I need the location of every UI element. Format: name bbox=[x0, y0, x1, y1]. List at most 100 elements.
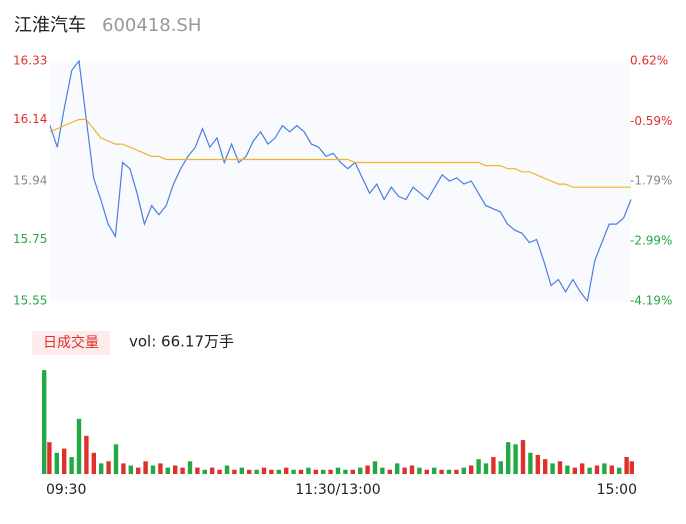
x-tick-label: 15:00 bbox=[597, 482, 637, 498]
volume-bar bbox=[284, 467, 289, 474]
volume-bar bbox=[602, 463, 607, 474]
volume-bar bbox=[136, 467, 141, 474]
volume-bar bbox=[476, 459, 481, 474]
volume-bar bbox=[439, 469, 444, 474]
volume-bar bbox=[91, 452, 96, 474]
volume-bar bbox=[629, 461, 634, 474]
volume-bar bbox=[535, 454, 540, 474]
volume-bar bbox=[417, 467, 422, 474]
volume-bar bbox=[76, 418, 82, 474]
volume-bar bbox=[291, 469, 296, 474]
x-tick-label: 09:30 bbox=[46, 482, 86, 498]
volume-bar bbox=[210, 467, 215, 474]
price-line bbox=[49, 118, 631, 188]
volume-bar bbox=[328, 469, 333, 474]
volume-bar bbox=[469, 465, 474, 474]
volume-bar bbox=[173, 465, 178, 474]
volume-bar bbox=[565, 465, 570, 474]
volume-bar bbox=[113, 444, 119, 474]
volume-bar bbox=[358, 467, 363, 474]
x-tick-label: 11:30/13:00 bbox=[295, 482, 380, 498]
volume-bar bbox=[446, 469, 452, 474]
volume-bar bbox=[158, 463, 163, 474]
volume-bar bbox=[276, 469, 281, 474]
volume-bar bbox=[587, 467, 592, 474]
y-tick-label: 16.14 bbox=[13, 112, 47, 126]
volume-bar bbox=[387, 469, 392, 474]
volume-bar bbox=[498, 461, 503, 474]
volume-bar bbox=[335, 467, 341, 474]
volume-bar bbox=[232, 469, 237, 474]
y2-tick-label: -1.79% bbox=[630, 174, 672, 188]
y2-tick-label: 0.62% bbox=[630, 54, 668, 68]
volume-bar bbox=[528, 452, 533, 474]
volume-bar bbox=[520, 440, 526, 474]
volume-bar bbox=[402, 467, 407, 474]
volume-bar bbox=[506, 442, 511, 474]
volume-bar bbox=[543, 459, 548, 474]
volume-bar bbox=[165, 467, 170, 474]
volume-label: 日成交量 bbox=[43, 334, 99, 351]
volume-bar bbox=[298, 469, 304, 474]
price-line bbox=[49, 59, 632, 303]
volume-bar bbox=[128, 465, 133, 474]
volume-bar bbox=[195, 467, 200, 474]
volume-bar bbox=[217, 469, 222, 474]
y-tick-label: 16.33 bbox=[13, 54, 47, 68]
volume-bar bbox=[624, 457, 629, 474]
volume-bar bbox=[143, 461, 148, 474]
volume-bar bbox=[609, 465, 614, 474]
volume-bar bbox=[306, 467, 311, 474]
volume-bar bbox=[261, 467, 267, 474]
volume-bar bbox=[99, 463, 104, 474]
volume-bar bbox=[42, 370, 47, 474]
volume-bar bbox=[409, 465, 415, 474]
volume-bar bbox=[550, 463, 555, 474]
volume-bar bbox=[269, 469, 274, 474]
volume-bar bbox=[350, 469, 355, 474]
volume-bar bbox=[254, 469, 259, 474]
volume-label-bg bbox=[32, 331, 110, 355]
volume-bar bbox=[380, 467, 385, 474]
volume-bar bbox=[572, 467, 577, 474]
volume-bar bbox=[47, 442, 52, 474]
stock-code: 600418.SH bbox=[102, 15, 201, 36]
volume-bar bbox=[454, 469, 459, 474]
y2-tick-label: -4.19% bbox=[630, 294, 672, 308]
volume-bar bbox=[224, 465, 230, 474]
volume-bar bbox=[202, 469, 207, 474]
volume-bar bbox=[557, 461, 563, 474]
plot-background bbox=[50, 61, 631, 301]
volume-bar bbox=[395, 463, 400, 474]
volume-bar bbox=[461, 467, 466, 474]
volume-bar bbox=[343, 469, 348, 474]
volume-total: vol: 66.17万手 bbox=[129, 333, 234, 351]
y-tick-label: 15.55 bbox=[13, 294, 47, 308]
y2-tick-label: -0.59% bbox=[630, 114, 672, 128]
volume-bar bbox=[84, 435, 89, 474]
volume-bar bbox=[121, 463, 126, 474]
volume-bar bbox=[365, 465, 370, 474]
volume-bar bbox=[491, 457, 496, 474]
volume-bar bbox=[513, 444, 518, 474]
volume-bar bbox=[106, 461, 111, 474]
volume-bar bbox=[247, 469, 252, 474]
volume-bar bbox=[239, 467, 244, 474]
y-tick-label: 15.75 bbox=[13, 232, 47, 246]
volume-bar bbox=[54, 452, 59, 474]
volume-bar bbox=[424, 469, 429, 474]
volume-bar bbox=[62, 448, 67, 474]
volume-bar bbox=[372, 461, 378, 474]
volume-bar bbox=[580, 463, 585, 474]
volume-bar bbox=[150, 465, 156, 474]
y2-tick-label: -2.99% bbox=[630, 234, 672, 248]
volume-bar bbox=[313, 469, 318, 474]
volume-bar bbox=[69, 457, 74, 474]
volume-bar bbox=[180, 467, 185, 474]
volume-bar bbox=[187, 461, 193, 474]
volume-bar bbox=[483, 463, 489, 474]
volume-bar bbox=[321, 469, 326, 474]
volume-bar bbox=[594, 465, 600, 474]
y-tick-label: 15.94 bbox=[13, 174, 47, 188]
